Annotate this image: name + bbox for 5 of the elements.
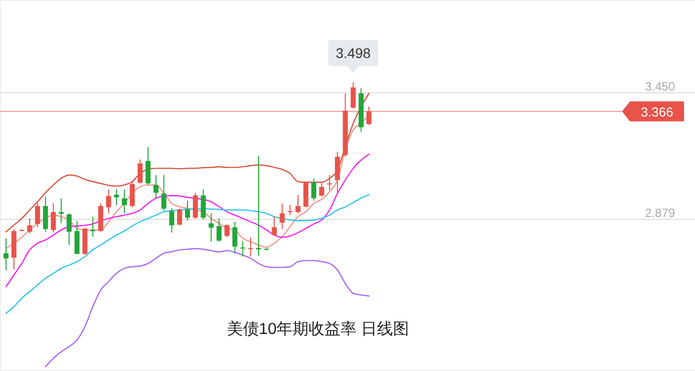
annotation: 3.498	[336, 45, 371, 62]
ref-line-label: 3.366	[640, 104, 674, 120]
y-tick-label: 2.879	[644, 206, 676, 220]
text: 美债10年期收益率 日线图	[226, 320, 410, 338]
y-tick-label: 3.450	[644, 79, 676, 94]
